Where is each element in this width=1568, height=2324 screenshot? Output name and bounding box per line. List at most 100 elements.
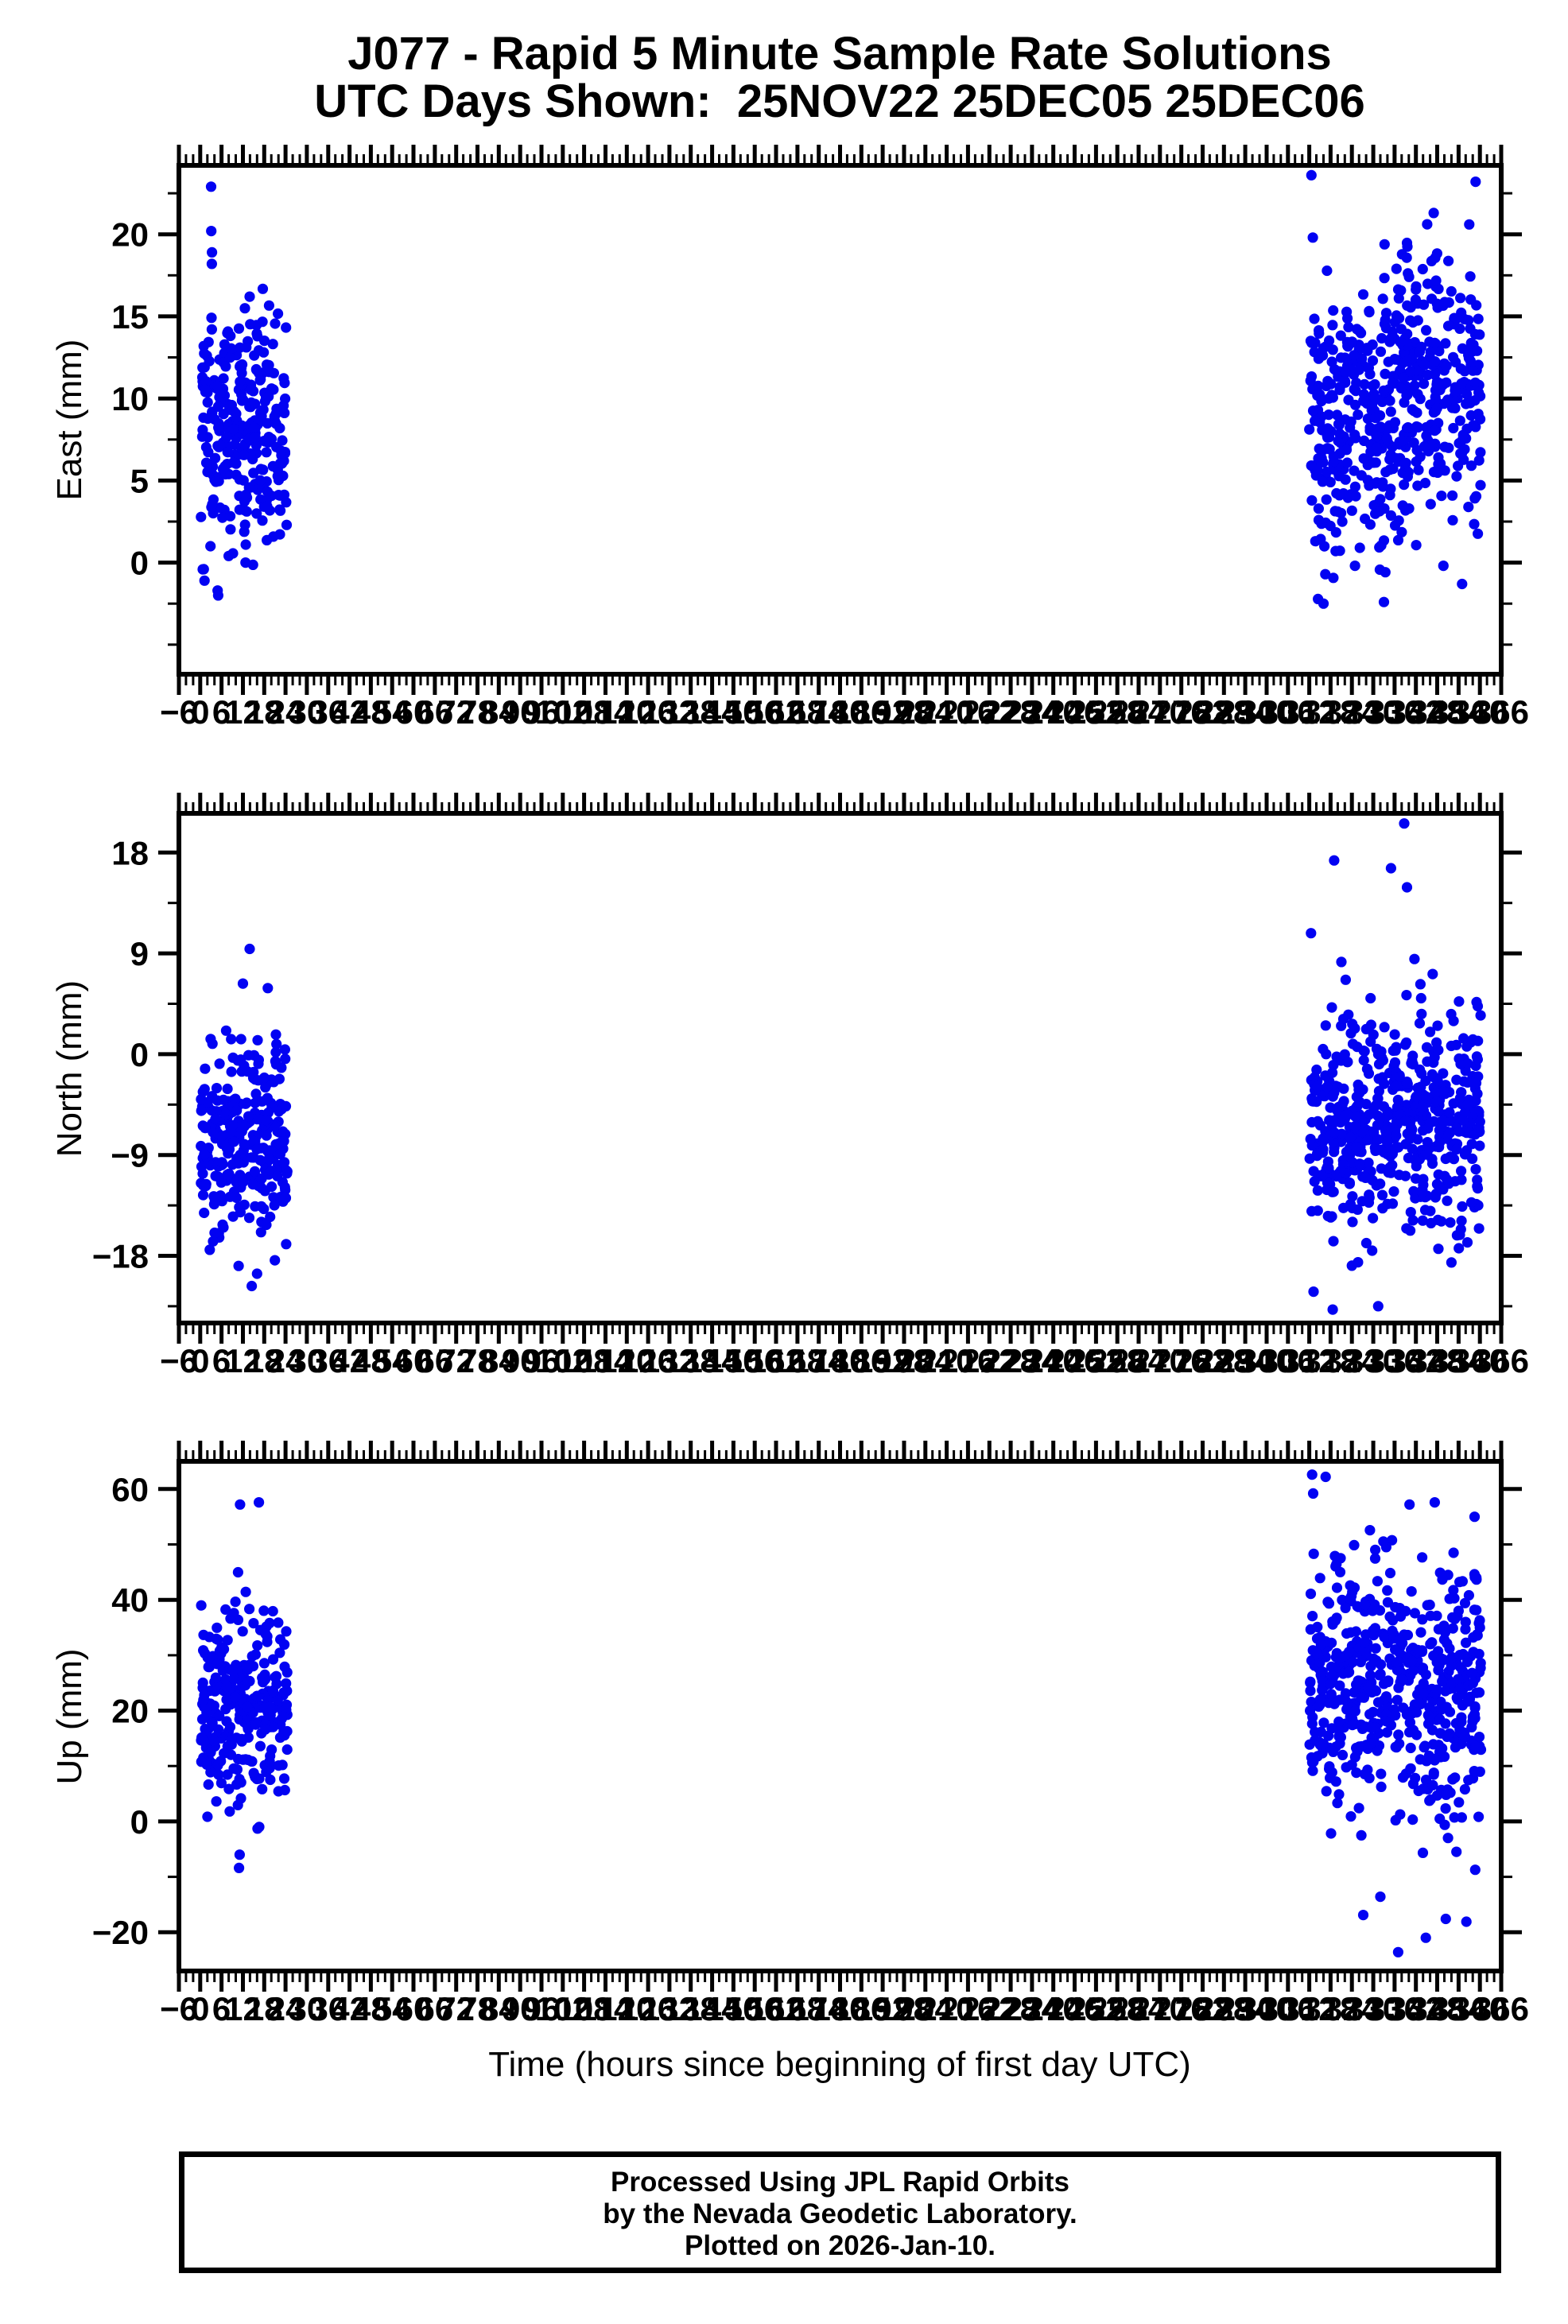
data-point [1343,321,1354,332]
data-point [267,1605,278,1617]
data-point [235,360,246,371]
data-point [1410,1173,1422,1184]
data-point [278,1710,289,1721]
data-point [1451,471,1462,482]
data-point [1469,1864,1481,1876]
data-point [1461,1637,1472,1648]
x-tick-label: 162 [748,1990,804,2027]
data-point [252,1034,263,1046]
data-point [1390,1709,1401,1721]
y-axis-title-east: East (mm) [50,339,89,501]
data-point [1427,968,1438,980]
x-tick-label: 156 [727,1342,782,1379]
data-point [1382,1585,1393,1596]
data-point [1307,232,1318,243]
data-point [1446,285,1457,297]
data-point [1309,313,1320,324]
data-point [248,1135,259,1147]
data-point [262,501,273,512]
data-point [1360,1099,1372,1110]
x-tick-label: 90 [502,693,539,731]
data-point [210,452,221,464]
y-tick-label: 0 [130,1803,149,1841]
y-tick-label: −18 [92,1238,149,1275]
data-point [226,1034,237,1045]
data-point [239,1060,250,1071]
data-point [1410,1193,1421,1204]
data-point [1323,409,1334,421]
data-point [219,1748,230,1759]
data-point [208,1736,219,1747]
data-point [235,1034,246,1045]
data-point [1325,1212,1337,1223]
x-tick-label: 216 [940,693,996,731]
data-point [1472,1629,1483,1640]
data-point [1389,1029,1400,1040]
data-point [1312,465,1323,476]
data-point [1387,1198,1399,1209]
data-point [1451,1692,1462,1703]
data-point [227,1665,239,1676]
data-point [1461,1916,1472,1927]
data-point [1384,490,1395,501]
data-point [1418,1678,1429,1689]
x-tick-label: 168 [770,693,825,731]
data-point [1369,378,1380,390]
data-point [1467,1712,1478,1723]
data-point [1349,1705,1360,1717]
x-tick-label: 66 [417,1342,454,1379]
data-point [1360,513,1371,525]
x-tick-label: 234 [1004,1990,1061,2027]
data-point [1375,1144,1387,1156]
data-point [257,316,268,328]
data-point [1362,1063,1373,1075]
data-point [1442,1195,1453,1206]
data-point [1421,324,1432,336]
x-tick-label: 24 [267,1990,305,2027]
data-point [1399,479,1410,491]
x-tick-label: 72 [437,1990,475,2027]
x-tick-label: 12 [224,1990,262,2027]
data-point [1365,1738,1376,1749]
x-tick-label: 270 [1132,693,1188,731]
x-tick-label: 198 [876,1342,932,1379]
x-tick-label: 84 [480,1342,518,1379]
data-point [273,1760,284,1771]
data-point [1358,1054,1369,1066]
data-point [1327,1186,1338,1197]
data-point [1410,294,1421,305]
y-tick-label: 0 [130,545,149,582]
data-point [1392,534,1404,546]
data-point [1402,471,1413,483]
data-point [1470,177,1481,188]
data-point [1325,378,1337,390]
data-point [1376,1768,1387,1779]
x-tick-label: 252 [1068,693,1124,731]
data-point [1405,1207,1416,1218]
data-point [1347,1038,1359,1049]
x-tick-label: 138 [663,693,719,731]
data-point [203,1662,214,1673]
x-tick-label: 36 [309,1990,347,2027]
x-tick-label: 192 [855,1342,910,1379]
x-tick-label: 18 [246,693,283,731]
data-point [1305,1589,1317,1600]
data-point [225,524,236,535]
data-point [227,1211,239,1222]
data-point [1462,1099,1473,1110]
data-point [250,1088,262,1100]
x-tick-label: 204 [898,1990,954,2027]
data-point [235,1499,246,1510]
data-point [264,1145,275,1156]
data-point [1417,1215,1428,1226]
data-point [1307,1765,1318,1776]
data-points [196,1469,1487,1957]
data-point [1360,1647,1372,1659]
data-point [1340,474,1351,485]
data-point [1401,990,1412,1001]
data-point [1363,1157,1374,1169]
data-point [206,258,217,270]
data-point [198,1694,209,1705]
x-tick-label: 222 [961,1990,1017,2027]
